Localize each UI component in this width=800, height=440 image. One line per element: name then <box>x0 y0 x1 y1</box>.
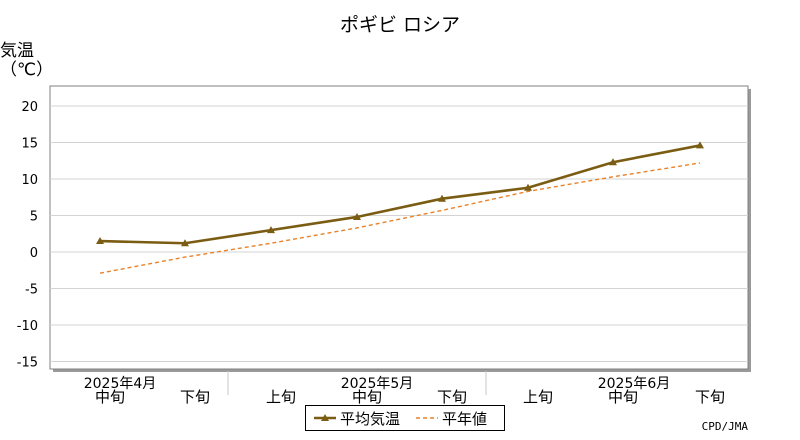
data-point-average <box>524 183 532 191</box>
data-point-average <box>609 158 617 166</box>
y-axis-label-line2: （℃） <box>0 60 54 80</box>
legend-label-average: 平均気温 <box>340 409 401 428</box>
y-tick-label: 15 <box>21 137 38 152</box>
data-point-average <box>696 141 704 149</box>
y-tick-label: -5 <box>25 283 38 298</box>
data-point-average <box>267 226 275 234</box>
y-tick-label: 10 <box>21 173 38 188</box>
x-month-label: 2025年4月 <box>84 376 157 392</box>
x-month-label: 2025年5月 <box>341 376 414 392</box>
y-tick-label: -10 <box>17 319 38 334</box>
x-tick-label: 上旬 <box>266 388 296 406</box>
y-tick-label: 20 <box>21 100 38 115</box>
series-line-normal <box>99 162 701 274</box>
legend-label-normal: 平年値 <box>442 409 488 428</box>
legend-swatch-dashed-icon <box>416 417 439 419</box>
legend-item-normal: 平年値 <box>416 408 487 429</box>
data-point-average <box>96 237 104 245</box>
x-tick-label: 中旬 <box>352 388 382 406</box>
x-tick-label: 下旬 <box>180 388 210 406</box>
x-month-label: 2025年6月 <box>598 376 671 392</box>
x-tick-label: 下旬 <box>437 388 467 406</box>
y-axis-label: 気温 （℃） <box>0 42 53 80</box>
legend-item-average: 平均気温 <box>314 408 400 429</box>
y-tick-label: 0 <box>30 246 38 261</box>
x-tick-label: 中旬 <box>608 388 638 406</box>
data-point-average <box>353 212 361 220</box>
legend: 平均気温 平年値 <box>305 405 505 431</box>
y-tick-label: 5 <box>30 210 38 225</box>
x-tick-label: 上旬 <box>523 388 553 406</box>
chart-title: ポギビ ロシア <box>339 14 461 36</box>
data-point-average <box>438 194 446 202</box>
credit: CPD/JMA <box>701 420 748 433</box>
series-line-average <box>99 144 701 245</box>
plot-area <box>49 85 749 370</box>
y-tick-label: -15 <box>17 356 38 371</box>
x-tick-label: 中旬 <box>95 388 125 406</box>
legend-swatch-solid-triangle-icon <box>314 414 336 421</box>
y-axis-label-line1: 気温 <box>0 41 34 61</box>
x-tick-label: 下旬 <box>695 388 725 406</box>
data-point-average <box>181 239 189 247</box>
